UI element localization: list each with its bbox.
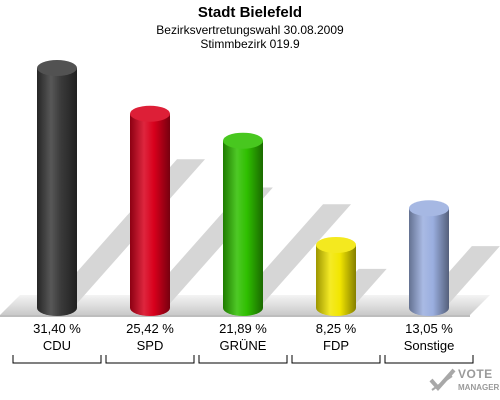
category-bracket (105, 355, 195, 364)
chart-title: Stadt Bielefeld (197, 4, 303, 21)
bar-body (130, 113, 170, 317)
bar-fdp (316, 236, 356, 316)
value-label: 13,05 % (405, 321, 453, 336)
bar-top (409, 200, 449, 217)
category-label: SPD (137, 338, 164, 353)
bar-body (37, 68, 77, 316)
category-bracket (384, 355, 474, 364)
logo-text-manager: MANAGER (458, 383, 500, 392)
bar-body (316, 244, 356, 316)
chart-subtitle-district: Stimmbezirk 019.9 (200, 37, 300, 51)
category-bracket (12, 355, 102, 364)
chart-floor-front (0, 315, 470, 317)
bar-spd (130, 105, 170, 317)
bar-grüne (223, 132, 263, 316)
category-label: Sonstige (404, 338, 455, 353)
bar-body (223, 140, 263, 316)
value-label: 8,25 % (316, 321, 357, 336)
category-bracket (198, 355, 288, 364)
bar-top (223, 132, 263, 149)
vote-manager-logo (428, 366, 498, 398)
value-label: 31,40 % (33, 321, 81, 336)
value-label: 21,89 % (219, 321, 267, 336)
category-bracket (291, 355, 381, 364)
category-label: FDP (323, 338, 349, 353)
bar-sonstige (409, 200, 449, 316)
bar-top (130, 105, 170, 122)
bar-cdu (37, 60, 77, 316)
checkmark-icon (429, 368, 456, 392)
category-label: CDU (43, 338, 71, 353)
chart-subtitle-election: Bezirksvertretungswahl 30.08.2009 (156, 23, 344, 37)
logo-text-vote: VOTE (458, 367, 493, 381)
bar-top (316, 236, 356, 253)
bar-top (37, 60, 77, 76)
bar-body (409, 208, 449, 316)
value-label: 25,42 % (126, 321, 174, 336)
category-label: GRÜNE (220, 338, 267, 353)
